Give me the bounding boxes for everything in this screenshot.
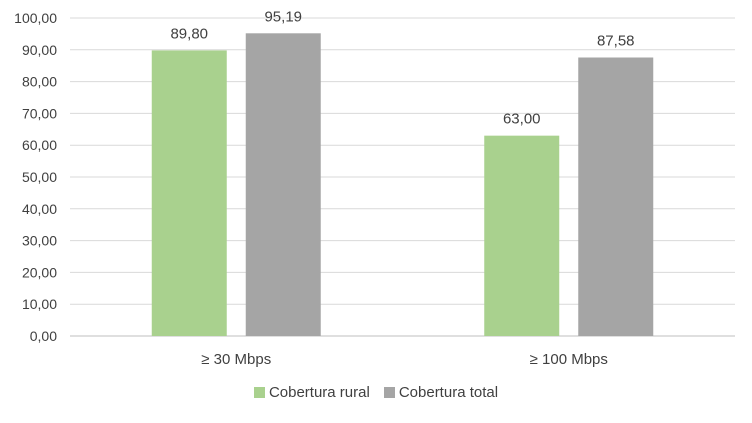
data-labels: 89,80 95,19 63,00 87,58 xyxy=(170,8,634,127)
y-tick-label: 60,00 xyxy=(22,137,57,153)
y-tick-label: 90,00 xyxy=(22,42,57,58)
x-category-label: ≥ 100 Mbps xyxy=(530,351,608,368)
y-tick-label: 20,00 xyxy=(22,264,57,280)
legend-swatch-rural xyxy=(253,387,265,398)
legend: Cobertura rural Cobertura total xyxy=(0,384,752,401)
bars xyxy=(151,33,654,336)
y-tick-label: 80,00 xyxy=(22,74,57,90)
legend-label-total: Cobertura total xyxy=(398,384,499,401)
x-category-label: ≥ 30 Mbps xyxy=(201,351,271,368)
bar xyxy=(151,50,227,336)
y-tick-label: 30,00 xyxy=(22,233,57,249)
bar xyxy=(245,33,321,336)
y-tick-label: 70,00 xyxy=(22,105,57,121)
legend-item-total: Cobertura total xyxy=(383,384,499,401)
data-label: 63,00 xyxy=(503,111,541,128)
data-label: 89,80 xyxy=(170,25,208,42)
bar-chart: 0,00 10,00 20,00 30,00 40,00 50,00 60,00 70,00 8… xyxy=(14,8,735,368)
y-tick-label: 0,00 xyxy=(30,328,57,344)
y-tick-label: 10,00 xyxy=(22,296,57,312)
y-axis-tick-labels: 0,00 10,00 20,00 30,00 40,00 50,00 60,00 70,00 8… xyxy=(14,10,57,344)
y-tick-label: 50,00 xyxy=(22,169,57,185)
data-label: 87,58 xyxy=(597,32,635,49)
legend-item-rural: Cobertura rural xyxy=(253,384,370,401)
bar xyxy=(578,57,654,336)
bar xyxy=(484,135,560,336)
x-axis-category-labels: ≥ 30 Mbps ≥ 100 Mbps xyxy=(201,351,608,368)
data-label: 95,19 xyxy=(264,8,302,25)
y-tick-label: 40,00 xyxy=(22,201,57,217)
y-tick-label: 100,00 xyxy=(14,10,57,26)
legend-swatch-total xyxy=(383,387,395,398)
legend-label-rural: Cobertura rural xyxy=(268,384,370,401)
